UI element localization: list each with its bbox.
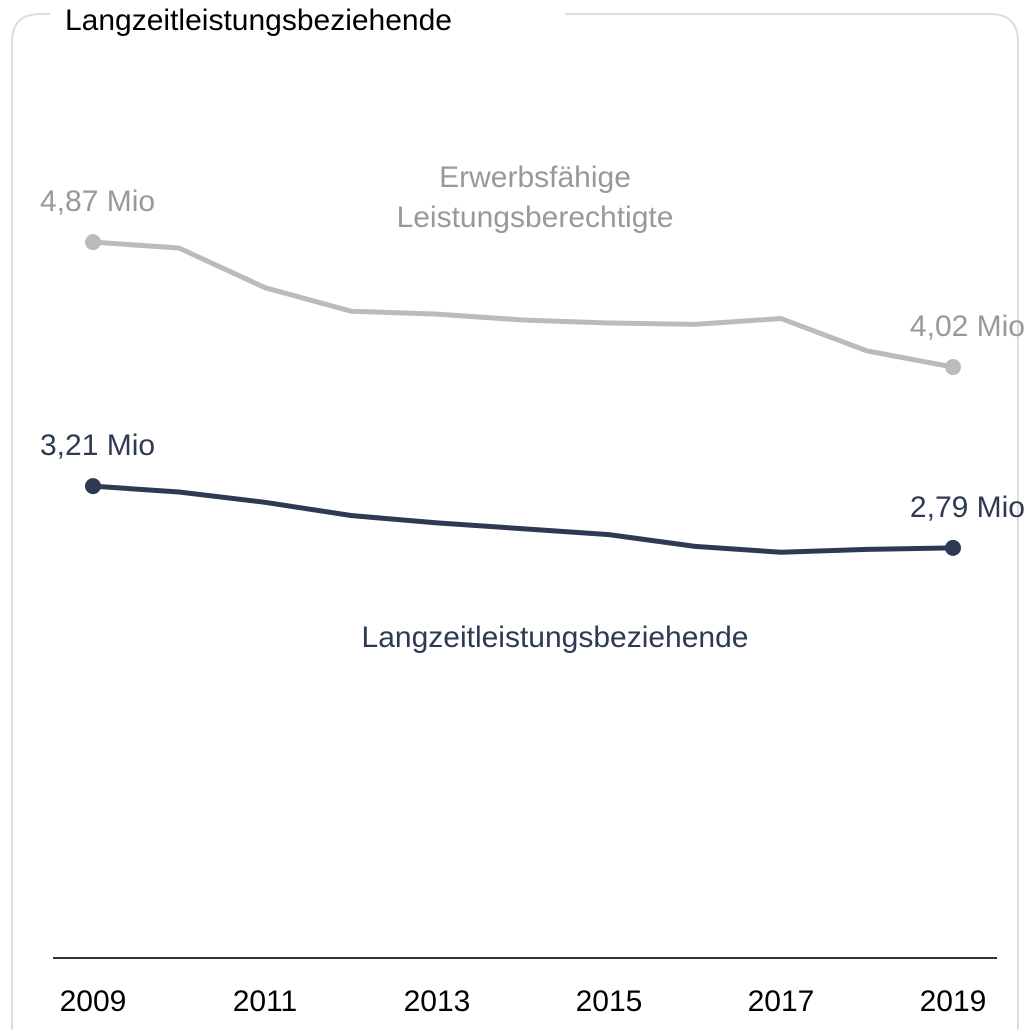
value-label: 4,02 Mio	[910, 310, 1025, 343]
value-label: 3,21 Mio	[40, 429, 155, 462]
value-label: 4,87 Mio	[40, 185, 155, 218]
point	[945, 359, 961, 376]
line	[92, 483, 954, 555]
point	[85, 478, 101, 495]
x-tick-label: 2011	[233, 985, 298, 1018]
x-tick-label: 2013	[404, 985, 471, 1018]
value-label: 2,79 Mio	[910, 491, 1025, 524]
point	[85, 234, 101, 251]
frame	[11, 13, 1019, 1030]
x-tick-label: 2015	[576, 985, 643, 1018]
series-label: Langzeitleistungsbeziehende	[361, 621, 749, 654]
point	[945, 539, 961, 556]
x-tick-label: 2017	[748, 985, 815, 1018]
x-tick-label: 2009	[60, 985, 127, 1018]
series-label: Erwerbsfähige Leistungsberechtigte	[396, 161, 674, 234]
x-tick-label: 2019	[920, 985, 987, 1018]
chart-title: Langzeitleistungsbeziehende	[65, 4, 452, 37]
line	[92, 239, 954, 370]
